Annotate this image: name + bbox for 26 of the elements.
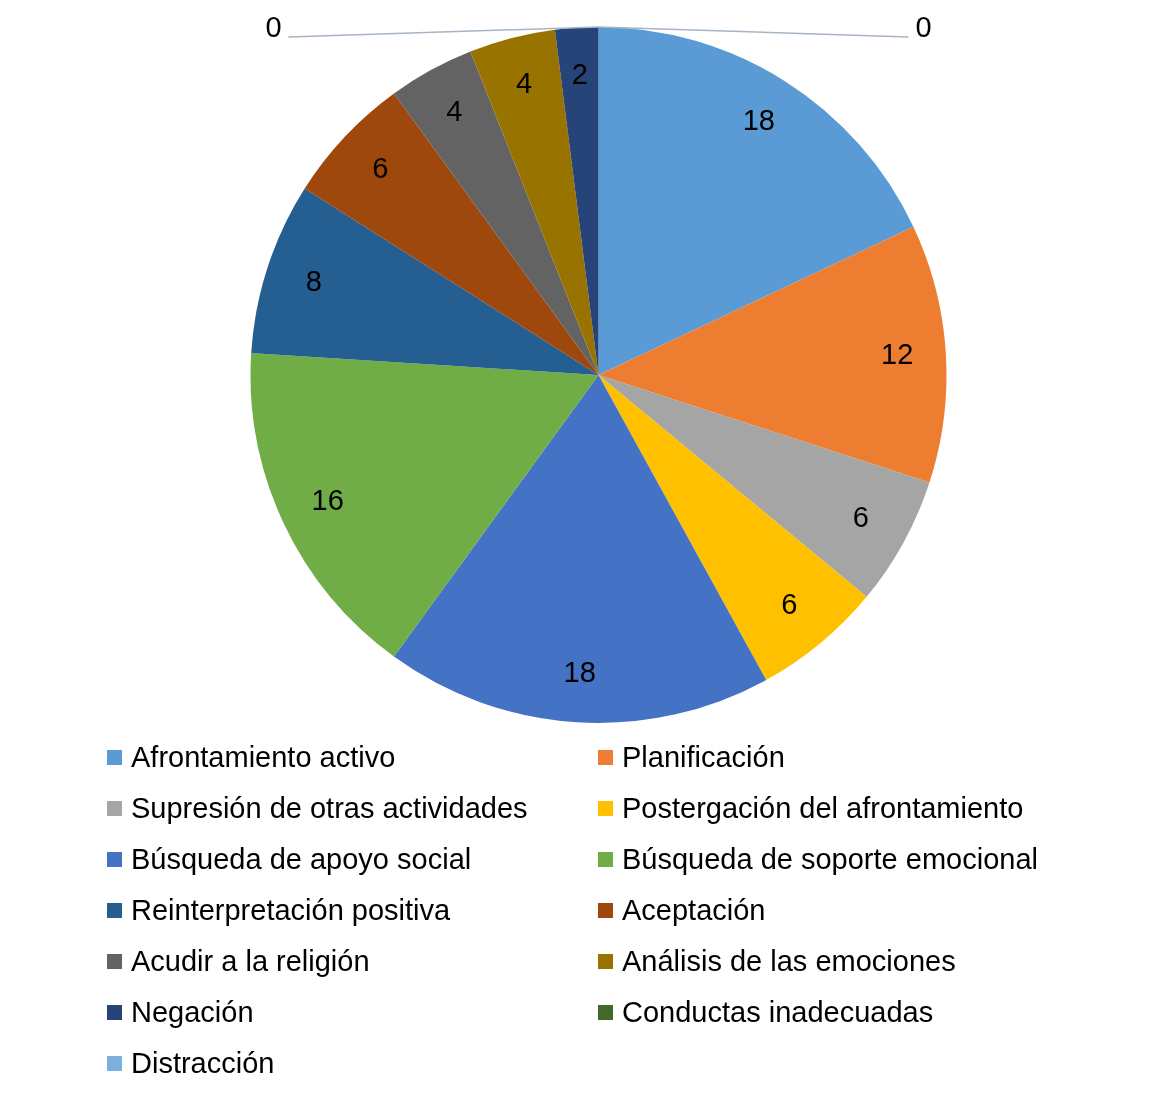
legend-label: Análisis de las emociones (622, 945, 956, 978)
legend-label: Planificación (622, 741, 785, 774)
data-label: 12 (881, 338, 914, 371)
legend-label: Acudir a la religión (131, 945, 370, 978)
data-label: 8 (305, 264, 322, 297)
legend-label: Supresión de otras actividades (131, 792, 528, 825)
legend-label: Búsqueda de soporte emocional (622, 843, 1038, 876)
data-label: 18 (742, 104, 775, 137)
data-label: 6 (781, 587, 798, 620)
data-label: 2 (571, 58, 588, 91)
legend-label: Postergación del afrontamiento (622, 792, 1024, 825)
text: 0 (265, 11, 282, 43)
data-label: 4 (446, 94, 463, 127)
legend-label: Búsqueda de apoyo social (131, 843, 472, 876)
legend-label: Negación (131, 996, 254, 1029)
legend-label: Conductas inadecuadas (622, 996, 934, 1029)
legend-label: Distracción (131, 1047, 275, 1080)
data-label: 4 (516, 67, 533, 100)
legend-label: Afrontamiento activo (131, 741, 396, 774)
data-label: 16 (311, 484, 344, 517)
legend-label: Aceptación (622, 894, 766, 927)
text: 0 (915, 11, 932, 43)
data-label: 6 (372, 152, 389, 185)
data-label: 6 (852, 501, 869, 534)
data-label: 18 (563, 655, 596, 688)
legend-label: Reinterpretación positiva (131, 894, 451, 927)
